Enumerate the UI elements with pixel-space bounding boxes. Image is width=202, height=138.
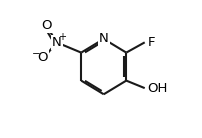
Text: O: O: [38, 51, 48, 64]
Text: F: F: [147, 36, 155, 49]
Text: −: −: [32, 49, 40, 59]
Text: N: N: [99, 32, 109, 45]
Text: N: N: [52, 36, 61, 49]
Text: OH: OH: [147, 82, 168, 95]
Text: +: +: [58, 32, 66, 42]
Text: O: O: [41, 19, 52, 32]
